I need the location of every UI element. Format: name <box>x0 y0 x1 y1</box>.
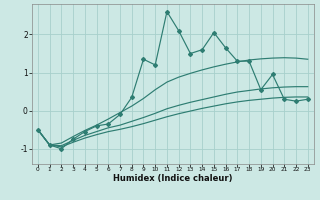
X-axis label: Humidex (Indice chaleur): Humidex (Indice chaleur) <box>113 174 233 183</box>
